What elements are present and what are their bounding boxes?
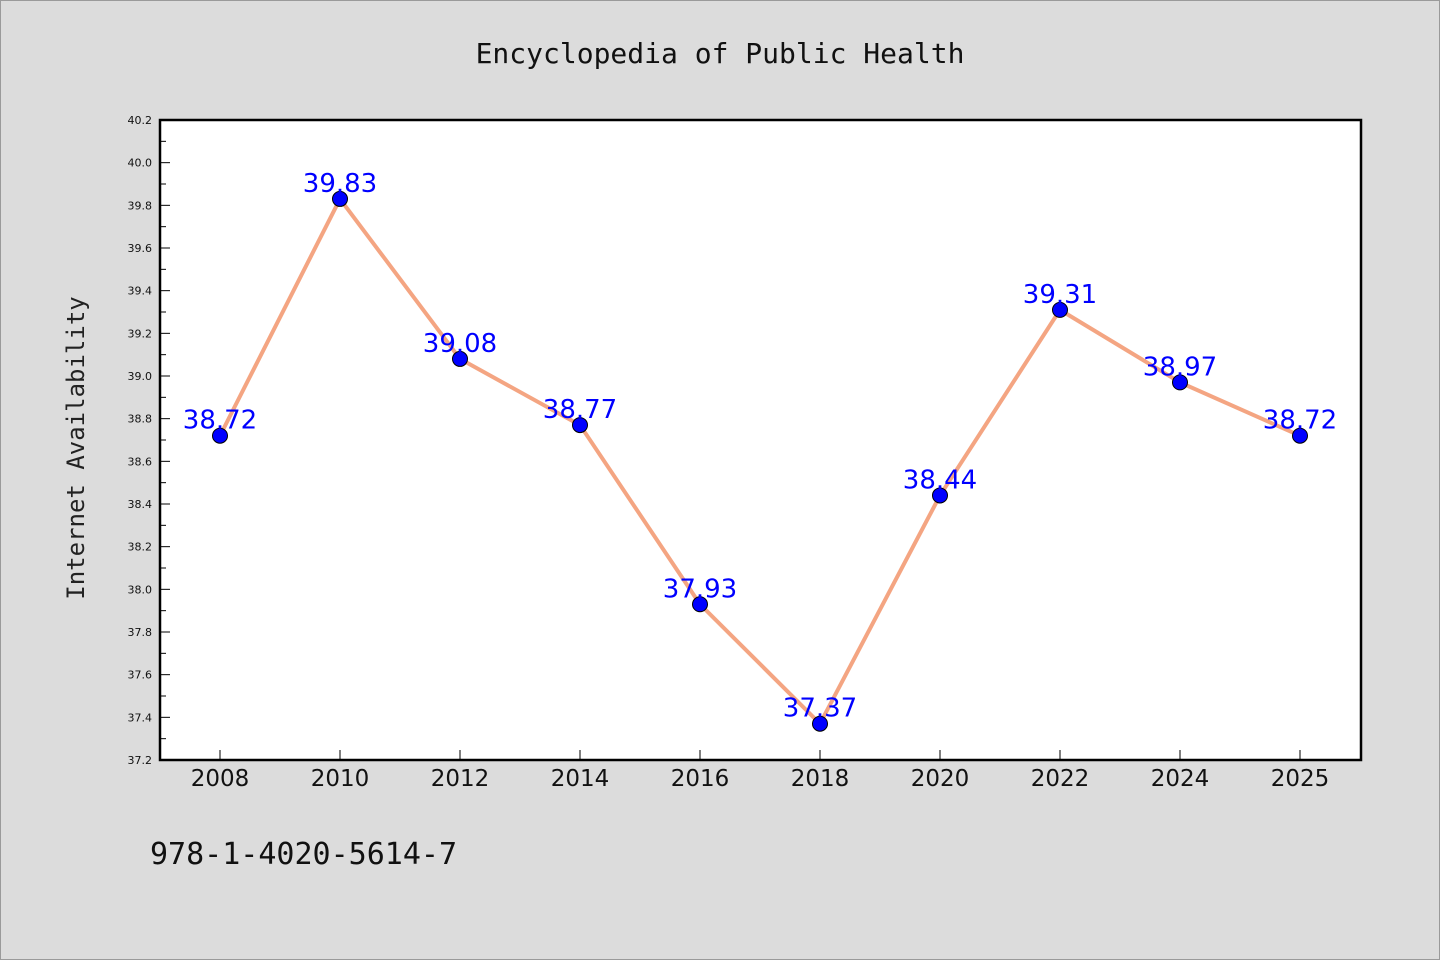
data-label: 38.44	[903, 465, 977, 495]
data-point	[452, 350, 468, 367]
data-label: 38.72	[1263, 406, 1337, 436]
data-point	[692, 596, 708, 613]
data-labels: 38.72 39.83 39.08 38.77 37.93 37.37 38.44 39.31…	[183, 169, 1337, 724]
x-tick-label: 2014	[551, 766, 610, 792]
data-label: 39.31	[1023, 280, 1097, 310]
x-tick-label: 2022	[1031, 766, 1090, 792]
data-point	[212, 427, 228, 444]
data-label: 38.97	[1143, 352, 1217, 382]
y-tick-label: 38.4	[128, 498, 153, 511]
y-tick-label: 38.2	[128, 541, 153, 554]
data-label: 38.77	[543, 395, 617, 425]
data-point	[932, 487, 948, 504]
y-tick-label: 40.0	[128, 157, 153, 170]
x-axis-ticks: 2008 2010 2012 2014 2016 2018 2020 2022 2024 2025	[191, 750, 1330, 792]
y-tick-label: 37.2	[128, 754, 153, 767]
x-tick-label: 2025	[1271, 766, 1330, 792]
x-tick-label: 2024	[1151, 766, 1210, 792]
y-tick-label: 39.0	[128, 370, 153, 383]
data-point	[1172, 374, 1188, 391]
series-markers	[212, 190, 1308, 732]
y-axis-label: Internet Availability	[62, 296, 90, 599]
y-tick-label: 40.2	[128, 114, 153, 127]
x-tick-label: 2018	[791, 766, 850, 792]
chart-title: Encyclopedia of Public Health	[476, 37, 965, 70]
data-point	[812, 715, 828, 732]
plot-border	[158, 118, 1363, 762]
series-line	[218, 196, 1301, 726]
y-tick-label: 38.6	[128, 455, 153, 468]
data-label: 38.72	[183, 406, 257, 436]
y-tick-label: 37.4	[128, 711, 153, 724]
y-axis-ticks: 37.2 37.4 37.6 37.8 38.0 38.2 38.4 38.6 38.8 39.0…	[128, 114, 170, 767]
data-point	[1052, 301, 1068, 318]
y-tick-label: 37.8	[128, 626, 153, 639]
x-tick-label: 2020	[911, 766, 970, 792]
y-tick-label: 39.6	[128, 242, 153, 255]
footer-isbn: 978-1-4020-5614-7	[150, 837, 457, 872]
data-point	[332, 190, 348, 207]
y-tick-label: 37.6	[128, 669, 153, 682]
y-tick-label: 39.4	[128, 285, 153, 298]
series-line-group	[218, 196, 1301, 726]
data-point	[572, 417, 588, 434]
x-tick-label: 2010	[311, 766, 370, 792]
data-label: 37.93	[663, 574, 737, 604]
y-tick-label: 39.8	[128, 199, 153, 212]
y-tick-label: 39.2	[128, 327, 153, 340]
data-point	[1292, 427, 1308, 444]
x-tick-label: 2012	[431, 766, 490, 792]
data-label: 39.83	[303, 169, 377, 199]
y-tick-label: 38.8	[128, 413, 153, 426]
data-label: 39.08	[423, 329, 497, 359]
y-tick-label: 38.0	[128, 583, 153, 596]
x-tick-label: 2008	[191, 766, 250, 792]
data-label: 37.37	[783, 694, 857, 724]
x-tick-label: 2016	[671, 766, 730, 792]
